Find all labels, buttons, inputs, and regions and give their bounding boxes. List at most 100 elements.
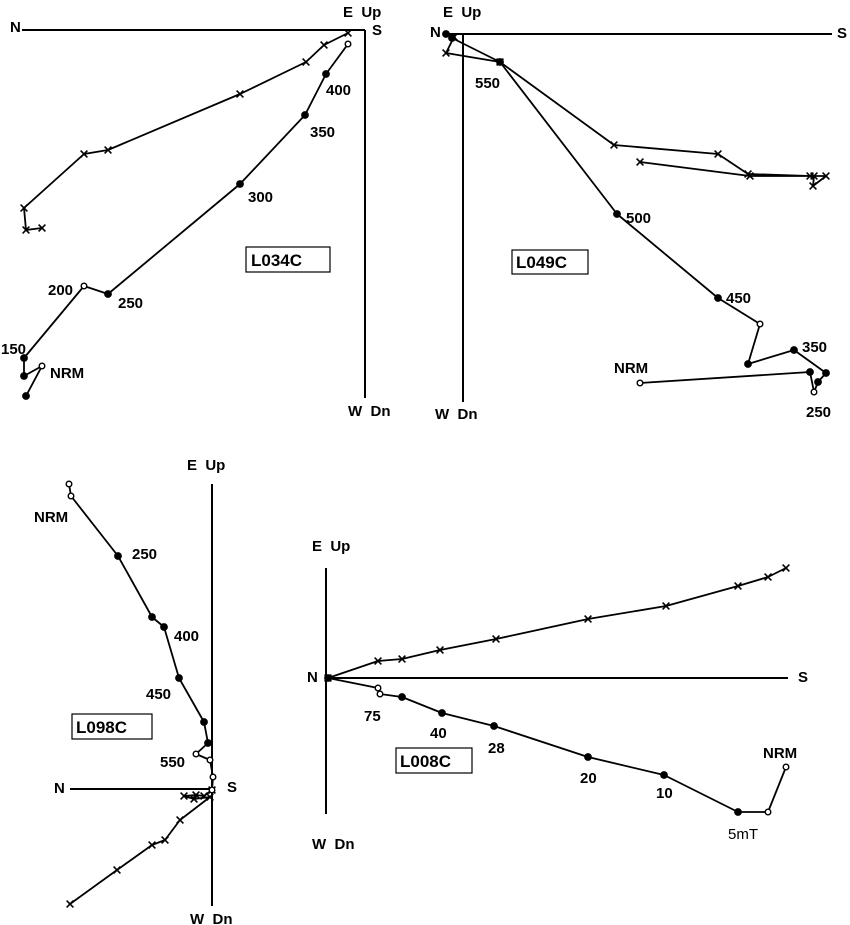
- cross-stroke: [746, 172, 754, 180]
- cross-stroke: [38, 224, 46, 232]
- step-label: 10: [656, 785, 673, 802]
- cross-stroke: [442, 49, 450, 57]
- axis-label-dn: W Dn: [190, 911, 233, 925]
- vertical-point-marker: [20, 354, 28, 362]
- horizontal-point-marker: [80, 150, 88, 158]
- horizontal-point-marker: [180, 792, 188, 800]
- cross-stroke: [662, 602, 670, 610]
- horizontal-point-marker: [113, 866, 121, 874]
- horizontal-point-marker: [176, 816, 184, 824]
- cross-stroke: [66, 900, 74, 908]
- vertical-point-marker: [206, 756, 214, 764]
- vertical-point-marker: [448, 34, 456, 42]
- step-label: 450: [146, 686, 171, 703]
- cross-stroke: [584, 615, 592, 623]
- vertical-point-marker: [65, 480, 73, 488]
- panel-l008c: N S E Up W Dn L008C 75 40 28 20 10 5mT NRM: [307, 538, 808, 853]
- axis-label-n: N: [430, 24, 441, 41]
- cross-stroke: [636, 158, 644, 166]
- cross-stroke: [782, 564, 790, 572]
- horizontal-projection-line: [327, 567, 787, 679]
- cross-stroke: [22, 226, 30, 234]
- horizontal-point-marker: [161, 836, 169, 844]
- step-label: NRM: [34, 509, 68, 526]
- horizontal-point-marker: [302, 58, 310, 66]
- vertical-point-marker: [584, 753, 592, 761]
- horizontal-point-marker: [374, 657, 382, 665]
- step-label: 200: [48, 282, 73, 299]
- step-label: 150: [1, 341, 26, 358]
- horizontal-point-marker: [20, 204, 28, 212]
- cross-stroke: [610, 141, 618, 149]
- step-label: 250: [806, 404, 831, 421]
- horizontal-point-marker: [636, 158, 644, 166]
- cross-stroke: [148, 841, 156, 849]
- cross-stroke: [398, 655, 406, 663]
- horizontal-point-marker: [320, 41, 328, 49]
- cross-stroke: [206, 793, 214, 801]
- vertical-point-marker: [782, 763, 790, 771]
- step-label: NRM: [614, 360, 648, 377]
- vertical-point-marker: [148, 613, 156, 621]
- vertical-point-marker: [764, 808, 772, 816]
- cross-stroke: [810, 172, 818, 180]
- vertical-projection-line: [23, 43, 349, 397]
- step-label: 350: [802, 339, 827, 356]
- cross-stroke: [302, 58, 310, 66]
- axis-label-up: E Up: [312, 538, 350, 555]
- vertical-point-marker: [374, 684, 382, 692]
- axis-label-dn: W Dn: [348, 403, 391, 420]
- vertical-point-marker: [734, 808, 742, 816]
- sample-label-box: [245, 246, 331, 273]
- vertical-point-marker: [324, 674, 332, 682]
- horizontal-point-marker: [492, 635, 500, 643]
- step-label: 250: [132, 546, 157, 563]
- step-label: 350: [310, 124, 335, 141]
- axis-label-up: E Up: [343, 4, 381, 21]
- panel-l049c: N S E Up W Dn L049C 550 500 450 350 250 NRM: [430, 4, 847, 423]
- cross-stroke: [734, 582, 742, 590]
- horizontal-projection-line: [445, 36, 827, 187]
- vertical-point-marker: [790, 346, 798, 354]
- axis-label-s: S: [372, 22, 382, 39]
- horizontal-point-marker: [398, 655, 406, 663]
- vertical-point-marker: [38, 362, 46, 370]
- vertical-point-marker: [20, 372, 28, 380]
- sample-label-box: [71, 713, 153, 740]
- cross-stroke: [104, 146, 112, 154]
- vertical-point-marker: [236, 180, 244, 188]
- step-label: 75: [364, 708, 381, 725]
- horizontal-point-marker: [22, 226, 30, 234]
- data-marks: 550 500 450 350 250 NRM: [442, 30, 831, 421]
- vertical-point-marker: [200, 718, 208, 726]
- vertical-projection-line: [327, 677, 787, 813]
- axis-label-dn: W Dn: [312, 836, 355, 853]
- vertical-point-marker: [442, 30, 450, 38]
- cross-stroke: [190, 795, 198, 803]
- vertical-point-marker: [209, 773, 217, 781]
- vertical-point-marker: [438, 709, 446, 717]
- step-label: 400: [174, 628, 199, 645]
- cross-stroke: [113, 866, 121, 874]
- cross-stroke: [176, 816, 184, 824]
- vertical-point-marker: [814, 378, 822, 386]
- horizontal-point-marker: [662, 602, 670, 610]
- vertical-point-marker: [114, 552, 122, 560]
- vertical-point-marker: [208, 786, 216, 794]
- axis-label-n: N: [307, 669, 318, 686]
- horizontal-point-marker: [192, 791, 200, 799]
- axis-label-s: S: [837, 25, 847, 42]
- step-label: 28: [488, 740, 505, 757]
- vertical-point-marker: [490, 722, 498, 730]
- cross-stroke: [180, 792, 188, 800]
- vertical-point-marker: [810, 388, 818, 396]
- cross-stroke: [436, 646, 444, 654]
- step-label: 450: [726, 290, 751, 307]
- cross-stroke: [492, 635, 500, 643]
- data-marks: 75 40 28 20 10 5mT NRM: [324, 564, 797, 843]
- cross-stroke: [80, 150, 88, 158]
- vertical-point-marker: [301, 111, 309, 119]
- vertical-point-marker: [496, 58, 504, 66]
- data-marks: NRM 250 400 450 550: [34, 480, 217, 908]
